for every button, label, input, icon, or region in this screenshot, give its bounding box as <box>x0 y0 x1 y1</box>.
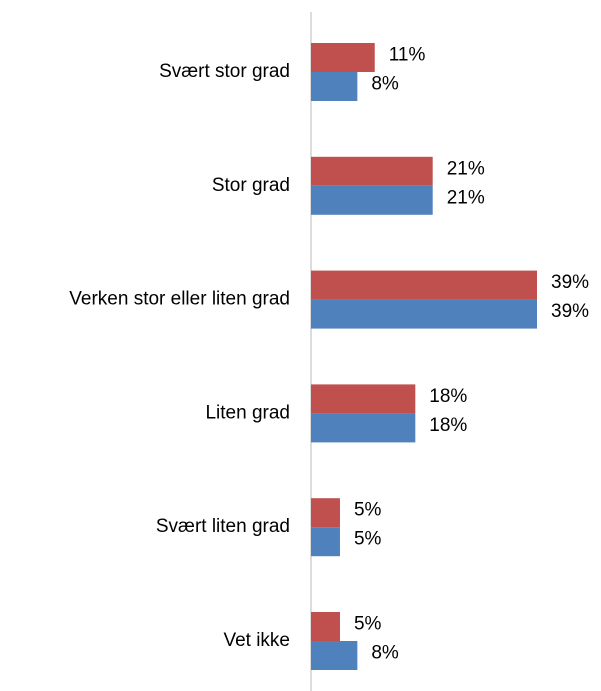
bar <box>311 384 416 414</box>
bar <box>311 641 358 670</box>
data-label: 11% <box>389 45 426 66</box>
y-tick-label: Stor grad <box>212 175 290 196</box>
bar <box>311 270 537 300</box>
y-tick-label: Verken stor eller liten grad <box>69 289 290 310</box>
data-label: 39% <box>551 272 589 293</box>
bar <box>311 72 358 101</box>
data-label: 21% <box>447 158 485 179</box>
y-tick-label: Svært stor grad <box>159 61 290 82</box>
data-label: 8% <box>371 643 399 664</box>
data-label: 39% <box>551 301 589 322</box>
data-label: 18% <box>429 415 467 436</box>
data-label: 5% <box>354 500 382 521</box>
data-label: 8% <box>371 74 399 95</box>
y-tick-label: Liten grad <box>205 402 290 423</box>
bar <box>311 413 416 443</box>
bar <box>311 498 340 528</box>
bar <box>311 43 375 72</box>
data-label: 5% <box>354 529 382 550</box>
bar <box>311 299 537 329</box>
data-label: 21% <box>447 187 485 208</box>
y-tick-label: Svært liten grad <box>156 516 290 537</box>
bar <box>311 156 433 186</box>
data-label: 18% <box>429 386 467 407</box>
bar <box>311 527 340 557</box>
bar <box>311 185 433 215</box>
bar <box>311 612 340 641</box>
data-label: 5% <box>354 614 382 635</box>
y-tick-label: Vet ikke <box>223 630 290 651</box>
